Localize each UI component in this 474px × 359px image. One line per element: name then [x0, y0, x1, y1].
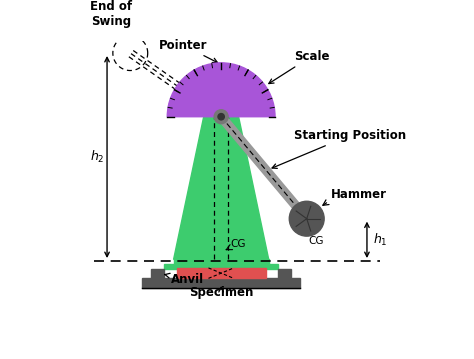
Polygon shape [173, 117, 269, 259]
Text: Specimen: Specimen [189, 286, 253, 299]
Text: Pointer: Pointer [159, 38, 218, 62]
Polygon shape [164, 259, 278, 269]
Polygon shape [218, 114, 310, 222]
Circle shape [214, 110, 228, 124]
Text: $h_2$: $h_2$ [90, 149, 104, 165]
Text: End of
Swing: End of Swing [90, 0, 132, 28]
Text: $h_1$: $h_1$ [374, 232, 388, 248]
Text: CG: CG [231, 239, 246, 249]
Circle shape [218, 113, 224, 120]
Text: Anvil: Anvil [164, 273, 203, 286]
Polygon shape [177, 268, 265, 278]
Text: CG: CG [309, 236, 324, 246]
Text: Starting Position: Starting Position [272, 129, 406, 168]
Circle shape [289, 201, 324, 236]
Text: Scale: Scale [269, 50, 329, 84]
Polygon shape [142, 278, 301, 288]
Polygon shape [151, 269, 164, 278]
Wedge shape [167, 63, 275, 117]
Text: Hammer: Hammer [330, 188, 386, 201]
Polygon shape [278, 269, 291, 278]
